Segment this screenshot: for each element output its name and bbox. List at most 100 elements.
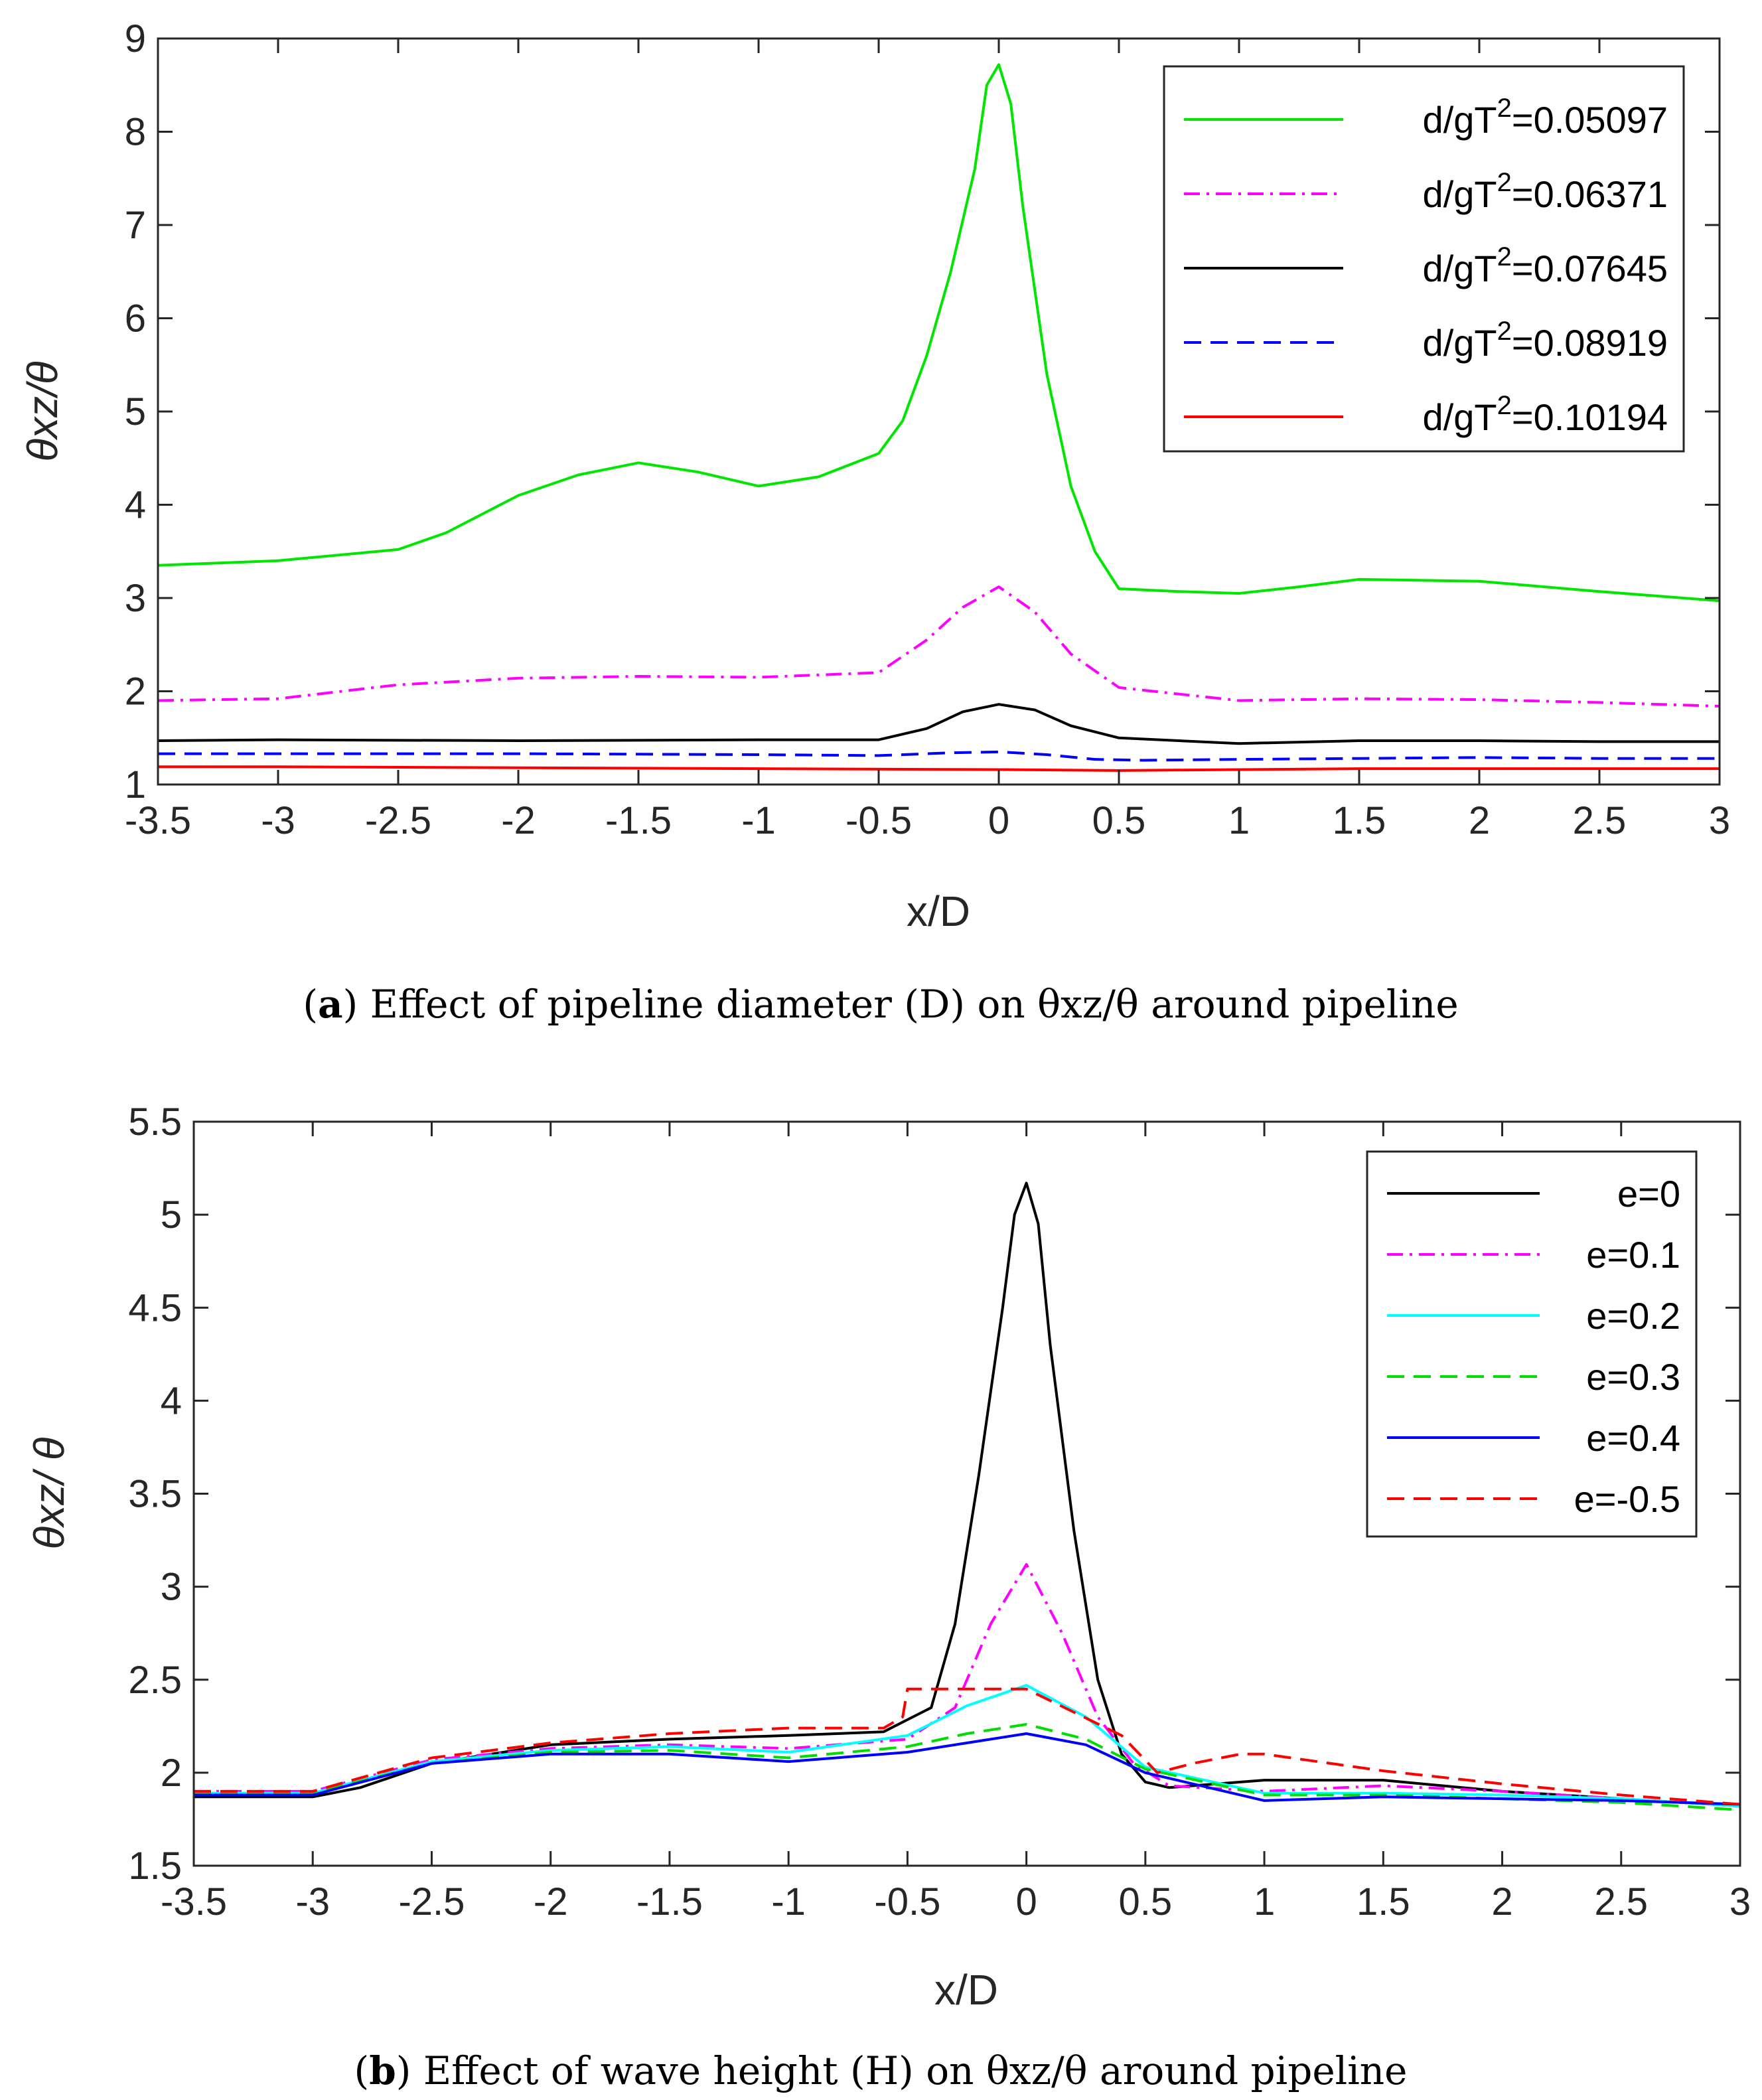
legend-label-main: d/gT [1423, 322, 1497, 364]
legend-label-5: e=0.4 [1586, 1417, 1680, 1459]
legend-box [1163, 65, 1685, 453]
legend-label-main: e=-0.5 [1574, 1478, 1680, 1520]
series-line-2 [194, 1563, 1741, 1808]
series-line-1 [194, 1181, 1741, 1808]
y-tick-label: 1 [125, 763, 146, 806]
y-tick-label: 3 [161, 1566, 182, 1609]
y-tick-label: 7 [125, 204, 146, 247]
y-tick-label: 3 [125, 577, 146, 620]
legend-label-3: e=0.2 [1586, 1295, 1680, 1337]
x-tick-label: -3.5 [161, 1880, 227, 1923]
legend-label-main: e=0.2 [1586, 1295, 1680, 1337]
legend-label-1: d/gT2=0.05097 [1423, 94, 1668, 141]
y-tick-label: 5 [125, 390, 146, 433]
series-line-1 [157, 63, 1720, 603]
x-axis-label-b: x/D [934, 1966, 998, 2014]
x-tick-label: 3 [1709, 799, 1730, 842]
y-tick-label: 3.5 [128, 1473, 182, 1516]
y-tick-label: 4.5 [128, 1286, 182, 1329]
y-tick-label: 4 [161, 1379, 182, 1422]
legend-label-suffix: =0.07645 [1512, 248, 1668, 289]
x-tick-label: 0 [1015, 1880, 1037, 1923]
legend-label-main: e=0 [1617, 1173, 1680, 1215]
series-line-5 [194, 1732, 1741, 1806]
series-line-3 [194, 1684, 1741, 1808]
x-tick-label: -1 [771, 1880, 806, 1923]
x-tick-label: 1 [1228, 799, 1250, 842]
x-tick-label: 0.5 [1119, 1880, 1173, 1923]
x-tick-label: 1.5 [1357, 1880, 1410, 1923]
legend-label-2: d/gT2=0.06371 [1423, 168, 1668, 215]
legend-a: d/gT2=0.05097d/gT2=0.06371d/gT2=0.07645d… [1163, 65, 1685, 453]
series-line-3 [157, 703, 1720, 745]
x-tick-label: 2.5 [1573, 799, 1627, 842]
legend-label-main: d/gT [1423, 396, 1497, 438]
legend-label-main: e=0.1 [1586, 1234, 1680, 1276]
x-tick-label: 2.5 [1594, 1880, 1648, 1923]
legend-label-sup: 2 [1497, 242, 1512, 271]
legend-label-6: e=-0.5 [1574, 1478, 1680, 1520]
legend-label-3: d/gT2=0.07645 [1423, 242, 1668, 289]
x-tick-label: -1 [741, 799, 776, 842]
legend-label-suffix: =0.05097 [1512, 99, 1668, 141]
legend-label-5: d/gT2=0.10194 [1423, 391, 1668, 438]
legend-label-sup: 2 [1497, 391, 1512, 420]
x-tick-label: -3 [295, 1880, 330, 1923]
x-tick-label: -1.5 [605, 799, 672, 842]
caption-b-text: Effect of wave height (H) on θxz/θ aroun… [423, 2048, 1408, 2093]
x-tick-label: 0 [988, 799, 1009, 842]
x-tick-label: 3 [1729, 1880, 1751, 1923]
series-line-6 [194, 1687, 1741, 1806]
y-tick-label: 2.5 [128, 1659, 182, 1702]
caption-a-text: Effect of pipeline diameter (D) on θxz/θ… [370, 982, 1459, 1027]
legend-label-suffix: =0.06371 [1512, 173, 1668, 215]
y-tick-label: 2 [161, 1752, 182, 1795]
legend-label-main: d/gT [1423, 99, 1497, 141]
ticks-a: -3.5 -3 -2.5 -2 -1.5 -1 -0.5 0 0.5 1 1.5 2 2.5 3 1 2 3 4 5… [125, 17, 1730, 842]
caption-a: (a) Effect of pipeline diameter (D) on θ… [303, 982, 1458, 1027]
x-tick-label: -1.5 [636, 1880, 703, 1923]
x-tick-label: 2 [1491, 1880, 1512, 1923]
x-tick-label: 0.5 [1092, 799, 1146, 842]
y-tick-label: 5.5 [128, 1100, 182, 1144]
x-tick-label: 2 [1469, 799, 1490, 842]
x-tick-label: -2.5 [398, 1880, 465, 1923]
legend-label-sup: 2 [1497, 94, 1512, 123]
legend-box [1366, 1150, 1698, 1538]
x-tick-label: -3.5 [125, 799, 191, 842]
legend-b: e=0 e=0.1 e=0.2 e=0.3 e=0.4 e=-0.5 [1366, 1150, 1698, 1538]
chart-panel-a: -3.5 -3 -2.5 -2 -1.5 -1 -0.5 0 0.5 1 1.5 2 2.5 3 1 2 3 4 5… [19, 17, 1730, 1027]
caption-b-letter: b [369, 2048, 396, 2093]
x-tick-label: -2 [534, 1880, 568, 1923]
legend-label-1: e=0 [1617, 1173, 1680, 1215]
x-tick-label: 1.5 [1333, 799, 1386, 842]
x-axis-label-a: x/D [907, 887, 970, 935]
legend-label-main: e=0.3 [1586, 1356, 1680, 1398]
y-tick-label: 8 [125, 111, 146, 154]
y-tick-label: 4 [125, 484, 146, 527]
caption-b: (b) Effect of wave height (H) on θxz/θ a… [354, 2048, 1408, 2093]
legend-label-sup: 2 [1497, 317, 1512, 346]
y-tick-label: 9 [125, 17, 146, 60]
legend-label-4: d/gT2=0.08919 [1423, 317, 1668, 364]
y-tick-label: 6 [125, 297, 146, 340]
series-line-4 [158, 750, 1720, 762]
series-group-a [157, 63, 1720, 772]
legend-label-main: d/gT [1423, 173, 1497, 215]
series-line-2 [157, 585, 1720, 708]
legend-label-2: e=0.1 [1586, 1234, 1680, 1276]
x-tick-label: -2 [501, 799, 536, 842]
y-tick-label: 5 [161, 1193, 182, 1237]
caption-a-letter: a [318, 982, 343, 1027]
series-group-b [194, 1181, 1741, 1811]
x-tick-label: -2.5 [365, 799, 431, 842]
y-axis-label-a: θxz/θ [19, 361, 66, 462]
x-tick-label: 1 [1254, 1880, 1275, 1923]
legend-label-main: d/gT [1423, 248, 1497, 289]
legend-label-suffix: =0.08919 [1512, 322, 1668, 364]
x-tick-label: -3 [261, 799, 295, 842]
legend-label-sup: 2 [1497, 168, 1512, 197]
legend-label-4: e=0.3 [1586, 1356, 1680, 1398]
x-tick-label: -0.5 [874, 1880, 940, 1923]
